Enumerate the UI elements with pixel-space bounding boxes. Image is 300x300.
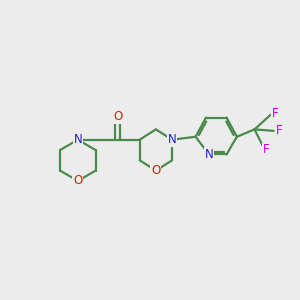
Text: O: O (151, 164, 160, 177)
Text: N: N (205, 148, 213, 161)
Text: F: F (276, 124, 282, 137)
Text: O: O (113, 110, 122, 123)
Text: F: F (272, 107, 278, 120)
Text: O: O (73, 174, 83, 188)
Text: F: F (263, 143, 270, 157)
Text: N: N (74, 133, 82, 146)
Text: N: N (168, 133, 176, 146)
